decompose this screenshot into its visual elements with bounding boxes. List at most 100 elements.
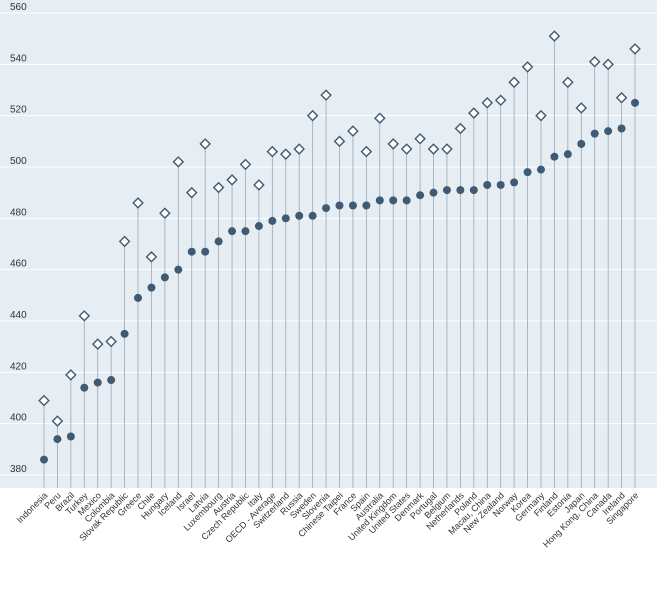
- y-tick-label-480: 480: [10, 207, 27, 218]
- diamond-marker-4: [91, 338, 104, 350]
- dot-marker-43: [617, 124, 626, 133]
- diamond-marker-37: [535, 109, 547, 122]
- diamond-marker-17: [266, 145, 279, 158]
- diamond-marker-39: [562, 76, 574, 89]
- dot-marker-39: [563, 150, 572, 159]
- dot-marker-13: [214, 237, 223, 246]
- diamond-marker-44: [629, 43, 641, 55]
- dot-marker-19: [295, 211, 304, 220]
- y-tick-label-560: 560: [10, 2, 27, 13]
- dot-marker-34: [496, 180, 505, 189]
- dot-marker-1: [53, 435, 62, 444]
- diamond-marker-32: [468, 107, 480, 119]
- stem-layer: [43, 36, 636, 488]
- diamond-marker-38: [548, 30, 561, 42]
- diamond-marker-20: [306, 109, 319, 122]
- dot-marker-41: [590, 129, 599, 138]
- dot-marker-33: [483, 180, 492, 189]
- diamond-marker-9: [159, 207, 171, 219]
- dot-marker-5: [107, 376, 116, 385]
- dot-marker-8: [147, 283, 156, 292]
- dot-marker-14: [228, 227, 237, 236]
- plot-background-layer: [0, 0, 657, 488]
- dot-marker-3: [80, 383, 89, 392]
- y-tick-label-400: 400: [10, 413, 27, 424]
- dot-marker-2: [66, 432, 75, 441]
- dot-marker-15: [241, 227, 250, 236]
- diamond-marker-35: [508, 76, 520, 89]
- dot-marker-20: [308, 211, 317, 220]
- diamond-marker-18: [279, 148, 292, 160]
- diamond-marker-2: [65, 369, 77, 381]
- dot-marker-35: [510, 178, 519, 187]
- diamond-marker-31: [454, 122, 467, 135]
- dot-marker-44: [631, 98, 639, 107]
- dot-marker-10: [174, 265, 183, 274]
- diamond-marker-42: [602, 58, 614, 71]
- diamond-marker-11: [185, 186, 198, 199]
- dot-marker-22: [335, 201, 344, 210]
- dot-marker-29: [429, 188, 438, 197]
- diamond-marker-30: [441, 143, 453, 155]
- dot-marker-24: [362, 201, 371, 210]
- diamond-marker-8: [145, 251, 158, 263]
- dot-marker-0: [40, 455, 48, 464]
- dot-marker-12: [201, 247, 210, 256]
- y-tick-label-layer: 380 400 420 440 460 480 500 520 540 560: [10, 2, 27, 475]
- diamond-marker-43: [615, 91, 628, 104]
- y-tick-label-420: 420: [10, 361, 27, 372]
- dot-marker-11: [187, 247, 196, 256]
- diamond-marker-34: [494, 94, 507, 107]
- dot-marker-16: [254, 222, 263, 231]
- diamond-marker-29: [427, 143, 440, 155]
- diamond-marker-14: [226, 174, 238, 186]
- gridline-layer: [0, 12, 657, 476]
- dot-marker-9: [160, 273, 169, 282]
- y-tick-label-460: 460: [10, 259, 27, 270]
- diamond-marker-6: [118, 235, 131, 248]
- dot-marker-21: [322, 204, 331, 213]
- dot-marker-32: [469, 186, 478, 195]
- diamond-marker-13: [212, 181, 225, 194]
- diamond-marker-25: [374, 112, 386, 125]
- diamond-marker-28: [414, 132, 426, 145]
- diamond-marker-26: [387, 138, 400, 150]
- plot-background: [0, 0, 657, 488]
- diamond-marker-7: [132, 197, 144, 209]
- dot-marker-42: [604, 127, 613, 136]
- diamond-marker-21: [320, 89, 332, 101]
- x-tick-label-0: Indonesia: [15, 490, 50, 525]
- diamond-marker-10: [172, 156, 185, 168]
- diamond-marker-19: [293, 143, 305, 155]
- x-tick-label-layer: IndonesiaPeruBrazilTurkeyMexicoColombiaS…: [15, 490, 641, 549]
- diamond-marker-24: [360, 145, 373, 158]
- dot-marker-27: [402, 196, 411, 205]
- diamond-marker-1: [51, 415, 64, 427]
- dot-marker-26: [389, 196, 398, 205]
- diamond-marker-12: [199, 138, 211, 150]
- marker-layer: [38, 30, 641, 464]
- diamond-marker-40: [575, 102, 588, 114]
- diamond-marker-36: [521, 61, 534, 73]
- diamond-marker-3: [78, 310, 91, 322]
- dot-marker-6: [120, 329, 129, 338]
- y-tick-label-440: 440: [10, 310, 27, 321]
- y-tick-label-520: 520: [10, 105, 27, 116]
- dot-marker-7: [134, 293, 143, 302]
- dot-marker-28: [416, 191, 425, 200]
- dot-marker-36: [523, 168, 532, 177]
- y-tick-label-500: 500: [10, 156, 27, 167]
- y-tick-label-380: 380: [10, 464, 27, 475]
- dot-marker-31: [456, 186, 465, 195]
- diamond-marker-0: [38, 394, 50, 407]
- dot-marker-17: [268, 216, 277, 225]
- dot-marker-4: [93, 378, 102, 387]
- dot-marker-37: [536, 165, 545, 174]
- dot-marker-38: [550, 152, 559, 161]
- diamond-marker-16: [253, 179, 265, 191]
- diamond-marker-27: [400, 143, 413, 155]
- diamond-marker-22: [333, 135, 346, 148]
- diamond-marker-5: [105, 335, 117, 348]
